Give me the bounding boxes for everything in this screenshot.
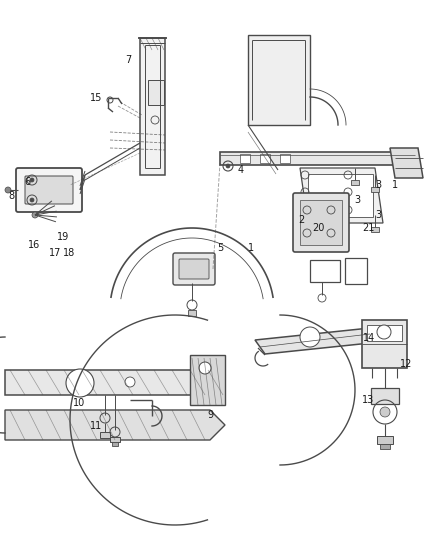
Text: 21: 21 <box>362 223 374 233</box>
Text: 11: 11 <box>90 421 102 431</box>
Bar <box>345 258 367 284</box>
Polygon shape <box>140 38 165 175</box>
Bar <box>371 388 399 404</box>
Text: 9: 9 <box>207 410 213 420</box>
Polygon shape <box>190 355 225 405</box>
Text: 15: 15 <box>90 93 102 103</box>
Bar <box>377 436 393 444</box>
Circle shape <box>125 377 135 387</box>
Bar <box>371 227 379 232</box>
Text: 2: 2 <box>298 215 304 225</box>
FancyBboxPatch shape <box>16 168 82 212</box>
Text: 18: 18 <box>63 248 75 258</box>
Bar <box>300 200 342 245</box>
FancyBboxPatch shape <box>173 253 215 285</box>
Circle shape <box>5 187 11 193</box>
Text: 12: 12 <box>400 359 412 369</box>
Bar <box>100 432 110 438</box>
Polygon shape <box>255 328 380 354</box>
Circle shape <box>30 198 34 202</box>
Bar <box>260 154 270 163</box>
Text: 3: 3 <box>375 210 381 220</box>
Polygon shape <box>5 410 225 440</box>
Bar <box>112 442 118 446</box>
Circle shape <box>300 327 320 347</box>
Polygon shape <box>390 148 423 178</box>
Circle shape <box>66 369 94 397</box>
Bar <box>308 174 373 217</box>
Polygon shape <box>248 35 310 125</box>
Bar <box>148 80 164 105</box>
Text: 4: 4 <box>238 165 244 175</box>
Text: 3: 3 <box>354 195 360 205</box>
Text: 17: 17 <box>49 248 61 258</box>
Bar <box>371 187 379 192</box>
Circle shape <box>32 212 38 218</box>
FancyBboxPatch shape <box>25 176 73 204</box>
Circle shape <box>199 362 211 374</box>
Text: 16: 16 <box>28 240 40 250</box>
Text: 13: 13 <box>362 395 374 405</box>
FancyBboxPatch shape <box>293 193 349 252</box>
Bar <box>351 180 359 185</box>
Polygon shape <box>362 320 407 368</box>
Bar <box>220 152 415 165</box>
Bar <box>280 154 290 163</box>
Bar <box>240 154 250 163</box>
Text: 14: 14 <box>363 333 375 343</box>
Text: 3: 3 <box>375 180 381 190</box>
Bar <box>380 444 390 449</box>
Text: 20: 20 <box>312 223 325 233</box>
Text: 10: 10 <box>73 398 85 408</box>
Text: 19: 19 <box>57 232 69 242</box>
Text: 1: 1 <box>392 180 398 190</box>
Bar <box>110 437 120 442</box>
Text: 1: 1 <box>248 243 254 253</box>
Circle shape <box>377 325 391 339</box>
Polygon shape <box>5 370 225 395</box>
Text: 6: 6 <box>24 177 30 187</box>
Text: 8: 8 <box>8 191 14 201</box>
Text: 5: 5 <box>217 243 223 253</box>
Circle shape <box>30 178 34 182</box>
Text: 7: 7 <box>125 55 131 65</box>
Polygon shape <box>300 168 383 223</box>
Circle shape <box>226 164 230 168</box>
FancyBboxPatch shape <box>179 259 209 279</box>
Bar <box>188 310 196 316</box>
Bar <box>367 325 402 341</box>
Circle shape <box>380 407 390 417</box>
Bar <box>310 260 340 282</box>
